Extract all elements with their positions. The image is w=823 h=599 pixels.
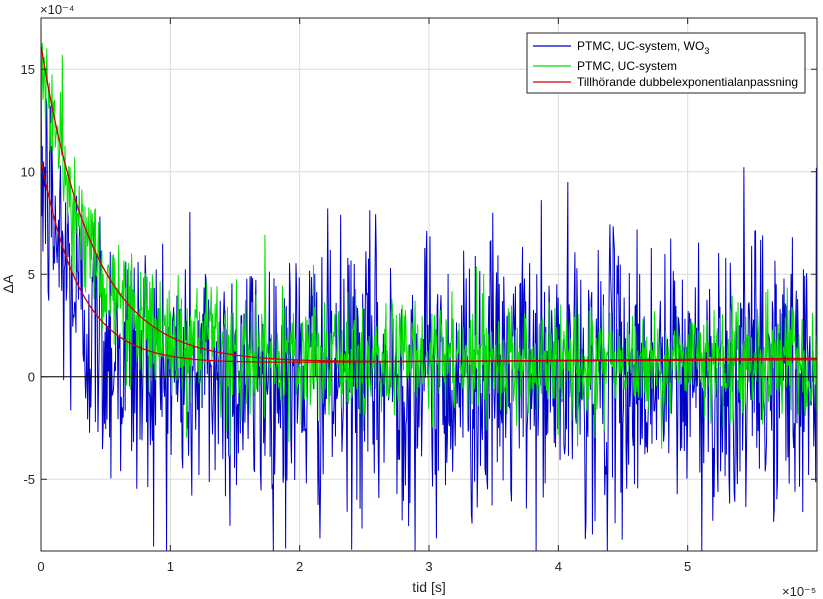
y-tick-label: 0: [28, 369, 35, 384]
x-exponent-label: ×10⁻⁵: [782, 584, 816, 599]
series-layer: [40, 17, 818, 552]
x-tick-label: 2: [296, 559, 303, 574]
y-tick-label: 5: [28, 267, 35, 282]
fit-line-1: [40, 159, 818, 363]
legend-label-fit: Tillhörande dubbelexponentialanpassning: [577, 75, 798, 89]
y-tick-label: 10: [21, 164, 35, 179]
y-axis-ticks: -5 0 5 10 15: [21, 62, 817, 487]
series-line-1: [40, 42, 818, 455]
legend: PTMC, UC-system, WO3 PTMC, UC-system Til…: [526, 32, 806, 94]
x-tick-label: 3: [425, 559, 432, 574]
legend-label-wo3: PTMC, UC-system, WO3: [577, 39, 709, 56]
y-tick-label: -5: [23, 472, 35, 487]
legend-box: [526, 32, 806, 94]
x-tick-label: 0: [37, 559, 44, 574]
y-axis-label: ΔA: [0, 274, 16, 293]
x-tick-label: 1: [167, 559, 174, 574]
x-axis-ticks: 0 1 2 3 4 5: [37, 18, 691, 574]
y-tick-label: 15: [21, 62, 35, 77]
y-exponent-label: ×10⁻⁴: [40, 2, 75, 17]
legend-label-uc: PTMC, UC-system: [577, 59, 677, 73]
x-tick-label: 5: [684, 559, 691, 574]
x-axis-label: tid [s]: [412, 579, 445, 595]
x-tick-label: 4: [555, 559, 562, 574]
